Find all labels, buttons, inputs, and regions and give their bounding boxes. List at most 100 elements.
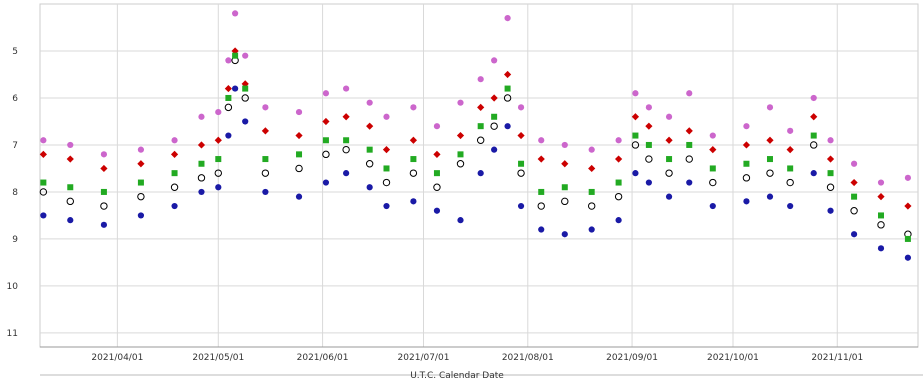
data-point — [170, 150, 179, 158]
data-point — [709, 178, 717, 187]
data-point — [40, 137, 47, 144]
data-point — [343, 170, 350, 177]
data-point — [39, 188, 48, 196]
data-point — [197, 174, 206, 182]
data-point — [225, 57, 232, 64]
data-point — [410, 156, 417, 163]
data-point — [295, 193, 303, 200]
data-point — [614, 192, 623, 201]
x-tick-label: 2021/08/01 — [502, 353, 554, 363]
data-point — [215, 156, 222, 163]
data-point — [383, 165, 390, 172]
data-point — [456, 160, 465, 168]
data-point — [631, 141, 640, 149]
data-point — [810, 132, 817, 139]
y-tick-label: 10 — [7, 282, 19, 292]
data-point — [503, 70, 512, 79]
data-point — [410, 104, 417, 111]
data-point — [490, 122, 498, 130]
data-point — [295, 108, 303, 116]
data-point — [171, 137, 178, 144]
data-point — [322, 90, 330, 97]
data-point — [766, 156, 773, 163]
series — [39, 56, 912, 238]
data-point — [709, 202, 716, 210]
x-tick-label: 2021/10/01 — [707, 353, 759, 363]
data-point — [477, 170, 484, 177]
data-point — [100, 202, 108, 210]
data-point — [262, 104, 269, 111]
data-point — [503, 94, 512, 102]
data-point — [615, 179, 622, 186]
data-point — [295, 131, 303, 140]
data-point — [537, 155, 545, 163]
data-point — [214, 169, 222, 177]
data-point — [242, 85, 249, 92]
data-point — [561, 160, 569, 168]
x-tick-label: 2021/11/01 — [811, 353, 863, 363]
data-point — [433, 123, 441, 130]
data-point — [197, 141, 206, 149]
y-tick-label: 8 — [12, 188, 18, 198]
data-point — [877, 221, 885, 229]
data-point — [39, 150, 47, 158]
data-point — [225, 94, 232, 101]
data-point — [827, 207, 834, 214]
data-point — [685, 155, 693, 163]
data-point — [215, 184, 222, 191]
data-point — [224, 103, 233, 112]
data-point — [137, 160, 145, 168]
data-point — [295, 164, 303, 173]
series — [40, 85, 912, 261]
data-point — [433, 150, 441, 158]
data-point — [342, 113, 350, 121]
data-point — [645, 122, 653, 130]
data-point — [786, 178, 794, 187]
data-point — [615, 217, 622, 224]
data-point — [666, 156, 673, 163]
gridlines — [40, 4, 918, 347]
data-point — [491, 146, 498, 153]
data-point — [904, 235, 911, 242]
data-point — [766, 193, 774, 200]
data-point — [517, 202, 525, 210]
data-point — [224, 84, 232, 93]
data-point — [743, 198, 750, 205]
data-point — [665, 113, 673, 120]
data-point — [457, 151, 464, 158]
data-point — [537, 202, 545, 210]
data-point — [100, 164, 108, 173]
data-point — [518, 160, 525, 167]
data-point — [851, 193, 858, 200]
data-point — [215, 108, 222, 116]
data-point — [343, 85, 350, 92]
data-point — [877, 245, 885, 252]
data-point — [709, 146, 717, 154]
data-point — [517, 104, 525, 111]
x-tick-label: 2021/07/01 — [398, 353, 450, 363]
data-point — [40, 212, 47, 219]
data-point — [296, 151, 303, 158]
data-point — [242, 118, 249, 125]
data-point — [665, 136, 673, 144]
data-point — [787, 127, 794, 134]
data-point — [587, 202, 596, 210]
data-point — [366, 184, 373, 191]
data-point — [491, 113, 498, 120]
series — [39, 47, 912, 210]
data-point — [100, 221, 108, 228]
data-point — [225, 132, 232, 139]
data-point — [504, 14, 511, 22]
data-point — [787, 202, 794, 210]
data-point — [366, 99, 373, 106]
data-point — [632, 132, 639, 139]
data-point — [685, 127, 693, 135]
data-point — [877, 193, 885, 201]
data-point — [383, 113, 390, 120]
data-point — [456, 131, 465, 140]
data-point — [66, 155, 74, 163]
data-point — [561, 184, 568, 191]
data-point — [410, 198, 417, 205]
data-point — [826, 155, 835, 163]
data-point — [561, 197, 569, 206]
